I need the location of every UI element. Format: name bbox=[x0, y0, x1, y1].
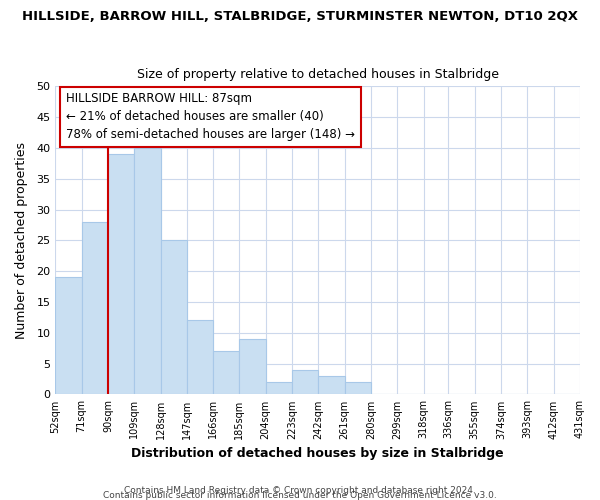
Bar bbox=[213, 352, 239, 395]
Bar bbox=[161, 240, 187, 394]
Bar bbox=[266, 382, 292, 394]
Text: Contains public sector information licensed under the Open Government Licence v3: Contains public sector information licen… bbox=[103, 491, 497, 500]
Bar bbox=[292, 370, 319, 394]
Bar bbox=[187, 320, 213, 394]
Bar bbox=[82, 222, 108, 394]
Title: Size of property relative to detached houses in Stalbridge: Size of property relative to detached ho… bbox=[137, 68, 499, 81]
Bar bbox=[239, 339, 266, 394]
X-axis label: Distribution of detached houses by size in Stalbridge: Distribution of detached houses by size … bbox=[131, 447, 504, 460]
Text: HILLSIDE, BARROW HILL, STALBRIDGE, STURMINSTER NEWTON, DT10 2QX: HILLSIDE, BARROW HILL, STALBRIDGE, STURM… bbox=[22, 10, 578, 23]
Y-axis label: Number of detached properties: Number of detached properties bbox=[15, 142, 28, 339]
Bar bbox=[108, 154, 134, 394]
Bar bbox=[55, 278, 82, 394]
Bar bbox=[134, 148, 161, 394]
Bar bbox=[319, 376, 344, 394]
Bar bbox=[344, 382, 371, 394]
Text: Contains HM Land Registry data © Crown copyright and database right 2024.: Contains HM Land Registry data © Crown c… bbox=[124, 486, 476, 495]
Text: HILLSIDE BARROW HILL: 87sqm
← 21% of detached houses are smaller (40)
78% of sem: HILLSIDE BARROW HILL: 87sqm ← 21% of det… bbox=[66, 92, 355, 142]
